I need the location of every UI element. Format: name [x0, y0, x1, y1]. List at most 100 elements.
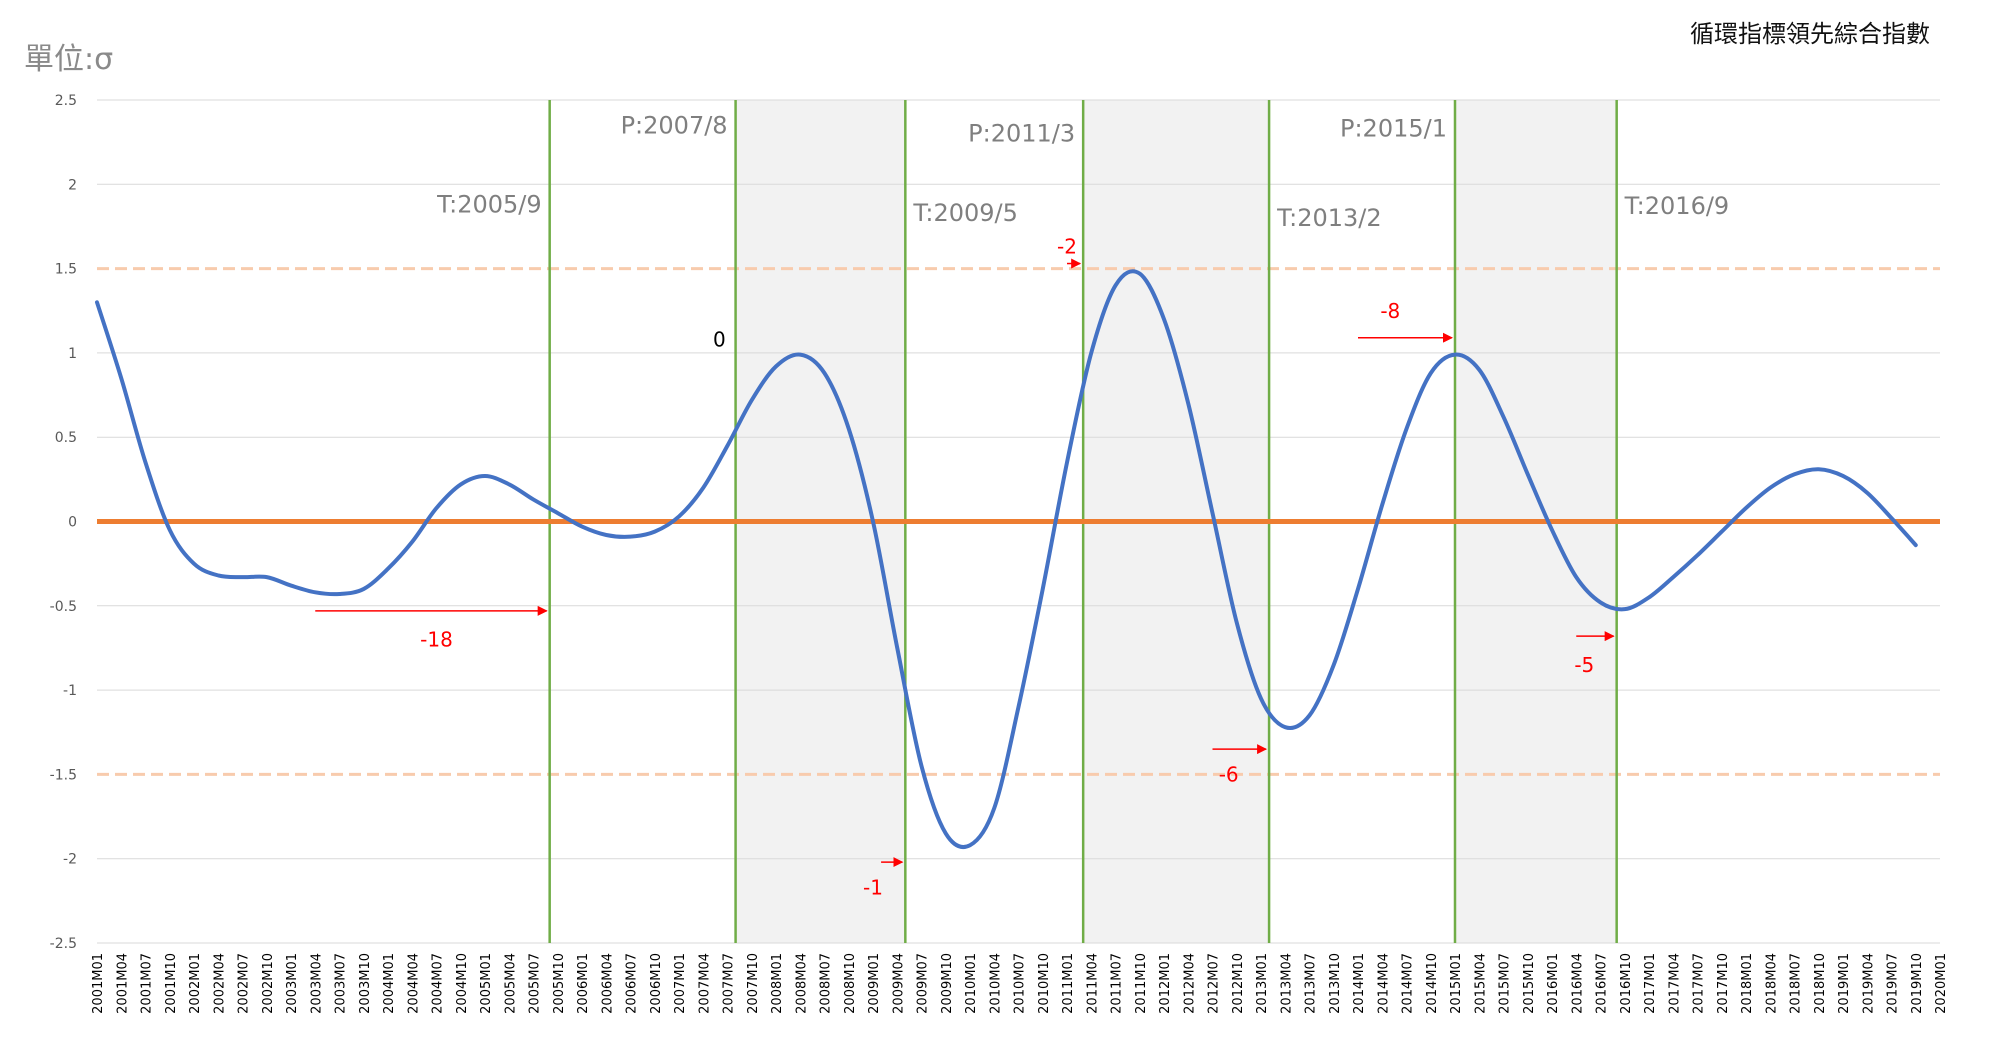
x-tick-label: 2013M07 — [1304, 953, 1319, 1014]
y-tick-label: 0 — [68, 515, 77, 531]
x-tick-label: 2015M04 — [1473, 953, 1488, 1014]
x-tick-label: 2013M10 — [1328, 953, 1343, 1014]
x-tick-label: 2007M07 — [722, 953, 737, 1014]
y-tick-label: -0.5 — [50, 599, 77, 615]
y-tick-label: 2 — [68, 177, 77, 193]
x-tick-label: 2007M10 — [746, 953, 761, 1014]
x-tick-label: 2008M10 — [843, 953, 858, 1014]
x-tick-label: 2019M07 — [1886, 953, 1901, 1014]
x-tick-label: 2011M01 — [1061, 953, 1076, 1014]
x-tick-label: 2006M07 — [625, 953, 640, 1014]
y-axis-unit-label: 單位:σ — [24, 34, 113, 78]
x-tick-label: 2010M01 — [964, 953, 979, 1014]
lead-label: -8 — [1380, 299, 1400, 323]
x-tick-label: 2002M10 — [261, 953, 276, 1014]
x-tick-label: 2001M04 — [115, 953, 130, 1014]
y-tick-label: -2 — [63, 852, 77, 868]
x-tick-label: 2014M10 — [1425, 953, 1440, 1014]
x-tick-label: 2009M04 — [891, 953, 906, 1014]
x-tick-label: 2009M01 — [867, 953, 882, 1014]
lead-label: 0 — [713, 327, 726, 351]
x-tick-label: 2013M01 — [1255, 953, 1270, 1014]
x-tick-label: 2018M04 — [1764, 953, 1779, 1014]
x-tick-label: 2014M07 — [1401, 953, 1416, 1014]
y-tick-label: 1.5 — [55, 262, 77, 278]
x-tick-label: 2002M04 — [212, 953, 227, 1014]
x-tick-label: 2012M10 — [1231, 953, 1246, 1014]
lead-label: -2 — [1057, 235, 1077, 259]
x-tick-label: 2016M10 — [1619, 953, 1634, 1014]
lead-label: -18 — [420, 628, 453, 652]
x-tick-label: 2009M10 — [940, 953, 955, 1014]
x-tick-label: 2010M10 — [1037, 953, 1052, 1014]
x-tick-label: 2005M07 — [528, 953, 543, 1014]
x-tick-label: 2017M07 — [1692, 953, 1707, 1014]
x-tick-label: 2002M01 — [188, 953, 203, 1014]
x-tick-label: 2012M01 — [1158, 953, 1173, 1014]
x-tick-label: 2002M07 — [237, 953, 252, 1014]
x-tick-label: 2013M04 — [1279, 953, 1294, 1014]
x-tick-label: 2017M10 — [1716, 953, 1731, 1014]
x-tick-label: 2019M10 — [1910, 953, 1925, 1014]
x-tick-label: 2009M07 — [916, 953, 931, 1014]
x-tick-label: 2006M10 — [649, 953, 664, 1014]
x-tick-label: 2008M01 — [770, 953, 785, 1014]
x-tick-label: 2003M04 — [309, 953, 324, 1014]
x-tick-label: 2012M04 — [1182, 953, 1197, 1014]
x-tick-label: 2015M01 — [1449, 953, 1464, 1014]
x-tick-label: 2001M10 — [164, 953, 179, 1014]
x-tick-label: 2019M01 — [1837, 953, 1852, 1014]
series-line — [95, 269, 1918, 849]
x-tick-label: 2011M04 — [1085, 953, 1100, 1014]
x-tick-label: 2006M01 — [576, 953, 591, 1014]
x-tick-label: 2016M04 — [1570, 953, 1585, 1014]
x-tick-label: 2003M07 — [334, 953, 349, 1014]
x-tick-label: 2008M07 — [819, 953, 834, 1014]
x-tick-label: 2005M04 — [503, 953, 518, 1014]
x-tick-label: 2004M04 — [406, 953, 421, 1014]
x-tick-label: 2007M01 — [673, 953, 688, 1014]
y-tick-labels: 2.5 2 1.5 1 0.5 0 -0.5 -1 -1.5 -2 -2.5 — [50, 93, 77, 952]
x-tick-label: 2019M04 — [1861, 953, 1876, 1014]
x-tick-label: 2010M07 — [1013, 953, 1028, 1014]
x-tick-label: 2006M04 — [600, 953, 615, 1014]
y-tick-label: 2.5 — [55, 93, 77, 109]
turning-point-label: T:2009/5 — [912, 199, 1018, 227]
x-tick-label: 2004M07 — [431, 953, 446, 1014]
x-tick-label: 2003M01 — [285, 953, 300, 1014]
lead-label: -6 — [1219, 762, 1239, 786]
x-tick-label: 2003M10 — [358, 953, 373, 1014]
lead-label: -5 — [1574, 653, 1594, 677]
x-tick-label: 2005M01 — [479, 953, 494, 1014]
x-tick-label: 2010M04 — [988, 953, 1003, 1014]
x-tick-label: 2001M01 — [91, 953, 106, 1014]
y-tick-label: -2.5 — [50, 936, 77, 952]
y-tick-label: -1 — [63, 683, 77, 699]
gridlines — [97, 99, 1940, 944]
x-tick-label: 2011M10 — [1134, 953, 1149, 1014]
series-lines — [95, 269, 1918, 849]
band-lines — [97, 267, 1940, 776]
y-tick-label: 0.5 — [55, 430, 77, 446]
turning-point-label: P:2011/3 — [968, 120, 1075, 148]
x-tick-label: 2018M01 — [1740, 953, 1755, 1014]
y-tick-label: -1.5 — [50, 767, 77, 783]
x-tick-label: 2007M04 — [697, 953, 712, 1014]
x-tick-label: 2004M01 — [382, 953, 397, 1014]
turning-point-labels: T:2005/9 P:2007/8 T:2009/5 P:2011/3 T:2013/2… — [436, 111, 1729, 232]
lead-label: -1 — [863, 875, 883, 899]
turning-point-label: T:2005/9 — [436, 191, 542, 219]
y-axis-unit-text: 單位:σ — [24, 42, 114, 77]
turning-point-label: P:2015/1 — [1340, 115, 1447, 143]
x-tick-label: 2017M01 — [1643, 953, 1658, 1014]
x-tick-label: 2014M04 — [1376, 953, 1391, 1014]
turning-point-label: T:2013/2 — [1276, 204, 1382, 232]
turning-point-label: T:2016/9 — [1624, 192, 1730, 220]
x-tick-label: 2012M07 — [1207, 953, 1222, 1014]
x-tick-label: 2016M01 — [1546, 953, 1561, 1014]
y-tick-label: 1 — [68, 346, 77, 362]
x-tick-label: 2005M10 — [552, 953, 567, 1014]
x-tick-label: 2008M04 — [794, 953, 809, 1014]
x-tick-label: 2018M10 — [1813, 953, 1828, 1014]
x-tick-label: 2014M01 — [1352, 953, 1367, 1014]
